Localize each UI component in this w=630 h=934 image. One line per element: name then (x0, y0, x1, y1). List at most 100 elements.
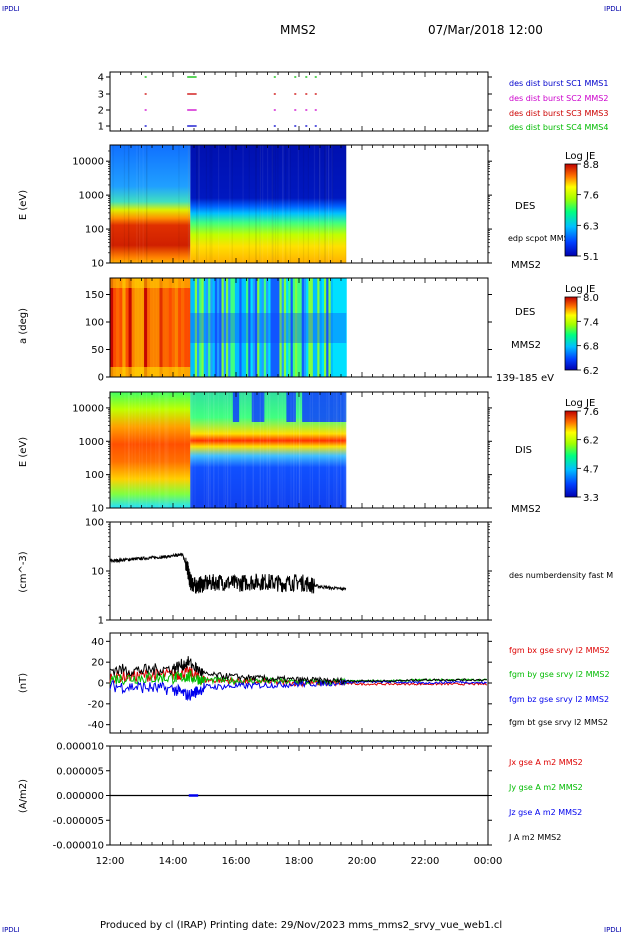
pitch-angle-streak (143, 278, 148, 377)
current-density-y-axis-label: (A/m2) (18, 779, 29, 813)
spectrogram-streak (217, 392, 219, 508)
pitch-angle-streak (184, 278, 188, 377)
colorbar-tick-label: 6.2 (583, 366, 599, 377)
spectrogram-streak (138, 392, 140, 508)
spectrogram-streak (282, 145, 284, 263)
pitch-angle-streak (140, 278, 145, 377)
magnetic-field-series-by (109, 669, 487, 686)
spectrogram-streak (333, 392, 335, 508)
pitch-angle-streak (162, 278, 167, 377)
dis-energy-gap-region (286, 392, 296, 422)
spectrogram-streak (209, 145, 211, 263)
density-y-tick-label: 100 (85, 518, 104, 529)
burst-y-tick-label: 3 (98, 90, 104, 101)
pitch-angle-streak (150, 278, 154, 377)
pitch-angle-streak (270, 278, 274, 377)
pitch-angle-streak (219, 278, 223, 377)
pitch-angle-streak (232, 278, 236, 377)
pitch-angle-streak (243, 278, 247, 377)
spectrogram-streak (208, 392, 210, 508)
spectrogram-streak (311, 392, 313, 508)
pitch-angle-streak (308, 278, 312, 377)
spectrogram-streak (282, 392, 284, 508)
spectrogram-streak (255, 145, 257, 263)
pitch-angle-streak (254, 278, 258, 377)
dis-energy-spacecraft-label: MMS2 (511, 504, 541, 515)
pitch-angle-streak (181, 278, 185, 377)
footer-credit: Produced by cl (IRAP) Printing date: 29/… (100, 920, 502, 931)
magnetic-field-y-tick-label: 0 (98, 679, 104, 690)
des-pitch-y-axis-label: a (deg) (18, 308, 29, 344)
pitch-angle-streak (312, 278, 316, 377)
spectrogram-streak (340, 392, 342, 508)
spectrogram-streak (128, 392, 130, 508)
current-density-y-tick-label: -0.000010 (53, 841, 104, 852)
time-tick-label: 12:00 (96, 856, 125, 867)
pitch-angle-streak (203, 278, 207, 377)
pitch-angle-streak (319, 278, 323, 377)
current-density-legend-label: Jx gse A m2 MMS2 (508, 758, 583, 767)
des-energy-y-tick-label: 100 (85, 225, 104, 236)
pitch-angle-streak (128, 278, 133, 377)
des-energy-spacecraft-label: MMS2 (511, 260, 541, 271)
spectrogram-streak (272, 145, 274, 263)
colorbar-tick-label: 6.8 (583, 342, 599, 353)
spectrogram-streak (282, 145, 284, 263)
dis-energy-y-tick-label: 100 (85, 470, 104, 481)
spectrogram-streak (146, 392, 148, 508)
spectrogram-streak (164, 392, 166, 508)
dis-energy-y-axis-label: E (eV) (18, 437, 29, 467)
spectrogram-streak (166, 392, 168, 508)
spectrogram-streak (139, 145, 141, 263)
spectrogram-streak (280, 392, 282, 508)
spectrogram-streak (203, 392, 205, 508)
spectrogram-streak (271, 145, 273, 263)
spectrogram-streak (345, 145, 347, 263)
corner-label-bottom-left: IPDLI (2, 926, 20, 934)
density-panel-frame (109, 521, 489, 621)
spectrogram-streak (188, 145, 190, 263)
spectrogram-streak (325, 145, 327, 263)
spectrogram-streak (255, 145, 257, 263)
pitch-angle-streak (286, 278, 289, 377)
burst-legend-label: des dist burst SC1 MMS1 (509, 79, 608, 88)
current-density-y-tick-label: -0.000005 (53, 816, 104, 827)
magnetic-field-legend-label: fgm bt gse srvy l2 MMS2 (509, 718, 608, 727)
pitch-angle-streak (134, 278, 139, 377)
pitch-angle-streak (321, 278, 325, 377)
pitch-angle-streak (205, 278, 209, 377)
spectrogram-streak (277, 392, 279, 508)
spectrogram-streak (259, 145, 262, 263)
pitch-angle-streak (214, 278, 218, 377)
pitch-angle-streak (283, 278, 287, 377)
pitch-angle-streak (263, 278, 267, 377)
spectrogram-streak (300, 392, 302, 508)
des-energy-spectrogram-late (190, 145, 347, 263)
pitch-angle-streak (337, 278, 341, 377)
pitch-angle-streak (257, 278, 260, 377)
pitch-angle-streak (241, 278, 245, 377)
spectrogram-streak (302, 145, 305, 263)
spectrogram-streak (252, 392, 254, 508)
spectrogram-streak (326, 392, 328, 508)
des-pitch-y-tick-label: 100 (85, 318, 104, 329)
mission-title: MMS2 (280, 23, 316, 37)
spectrogram-streak (136, 145, 138, 263)
des-pitch-y-tick-label: 0 (98, 373, 104, 384)
pitch-angle-streak (268, 278, 272, 377)
pitch-angle-streak (225, 278, 229, 377)
pitch-angle-streak (201, 278, 205, 377)
spectrogram-streak (244, 392, 246, 508)
burst-y-tick-label: 4 (98, 73, 104, 84)
spectrogram-streak (260, 392, 262, 508)
spectrogram-streak (313, 145, 316, 263)
spectrogram-streak (211, 145, 213, 263)
pitch-angle-streak (228, 278, 231, 377)
pitch-angle-streak (221, 278, 225, 377)
pitch-angle-streak (259, 278, 263, 377)
spectrogram-streak (192, 392, 194, 508)
pitch-angle-streak (119, 278, 123, 377)
spectrogram-streak (187, 145, 190, 263)
pitch-angle-streak (212, 278, 216, 377)
spectrogram-streak (298, 392, 300, 508)
